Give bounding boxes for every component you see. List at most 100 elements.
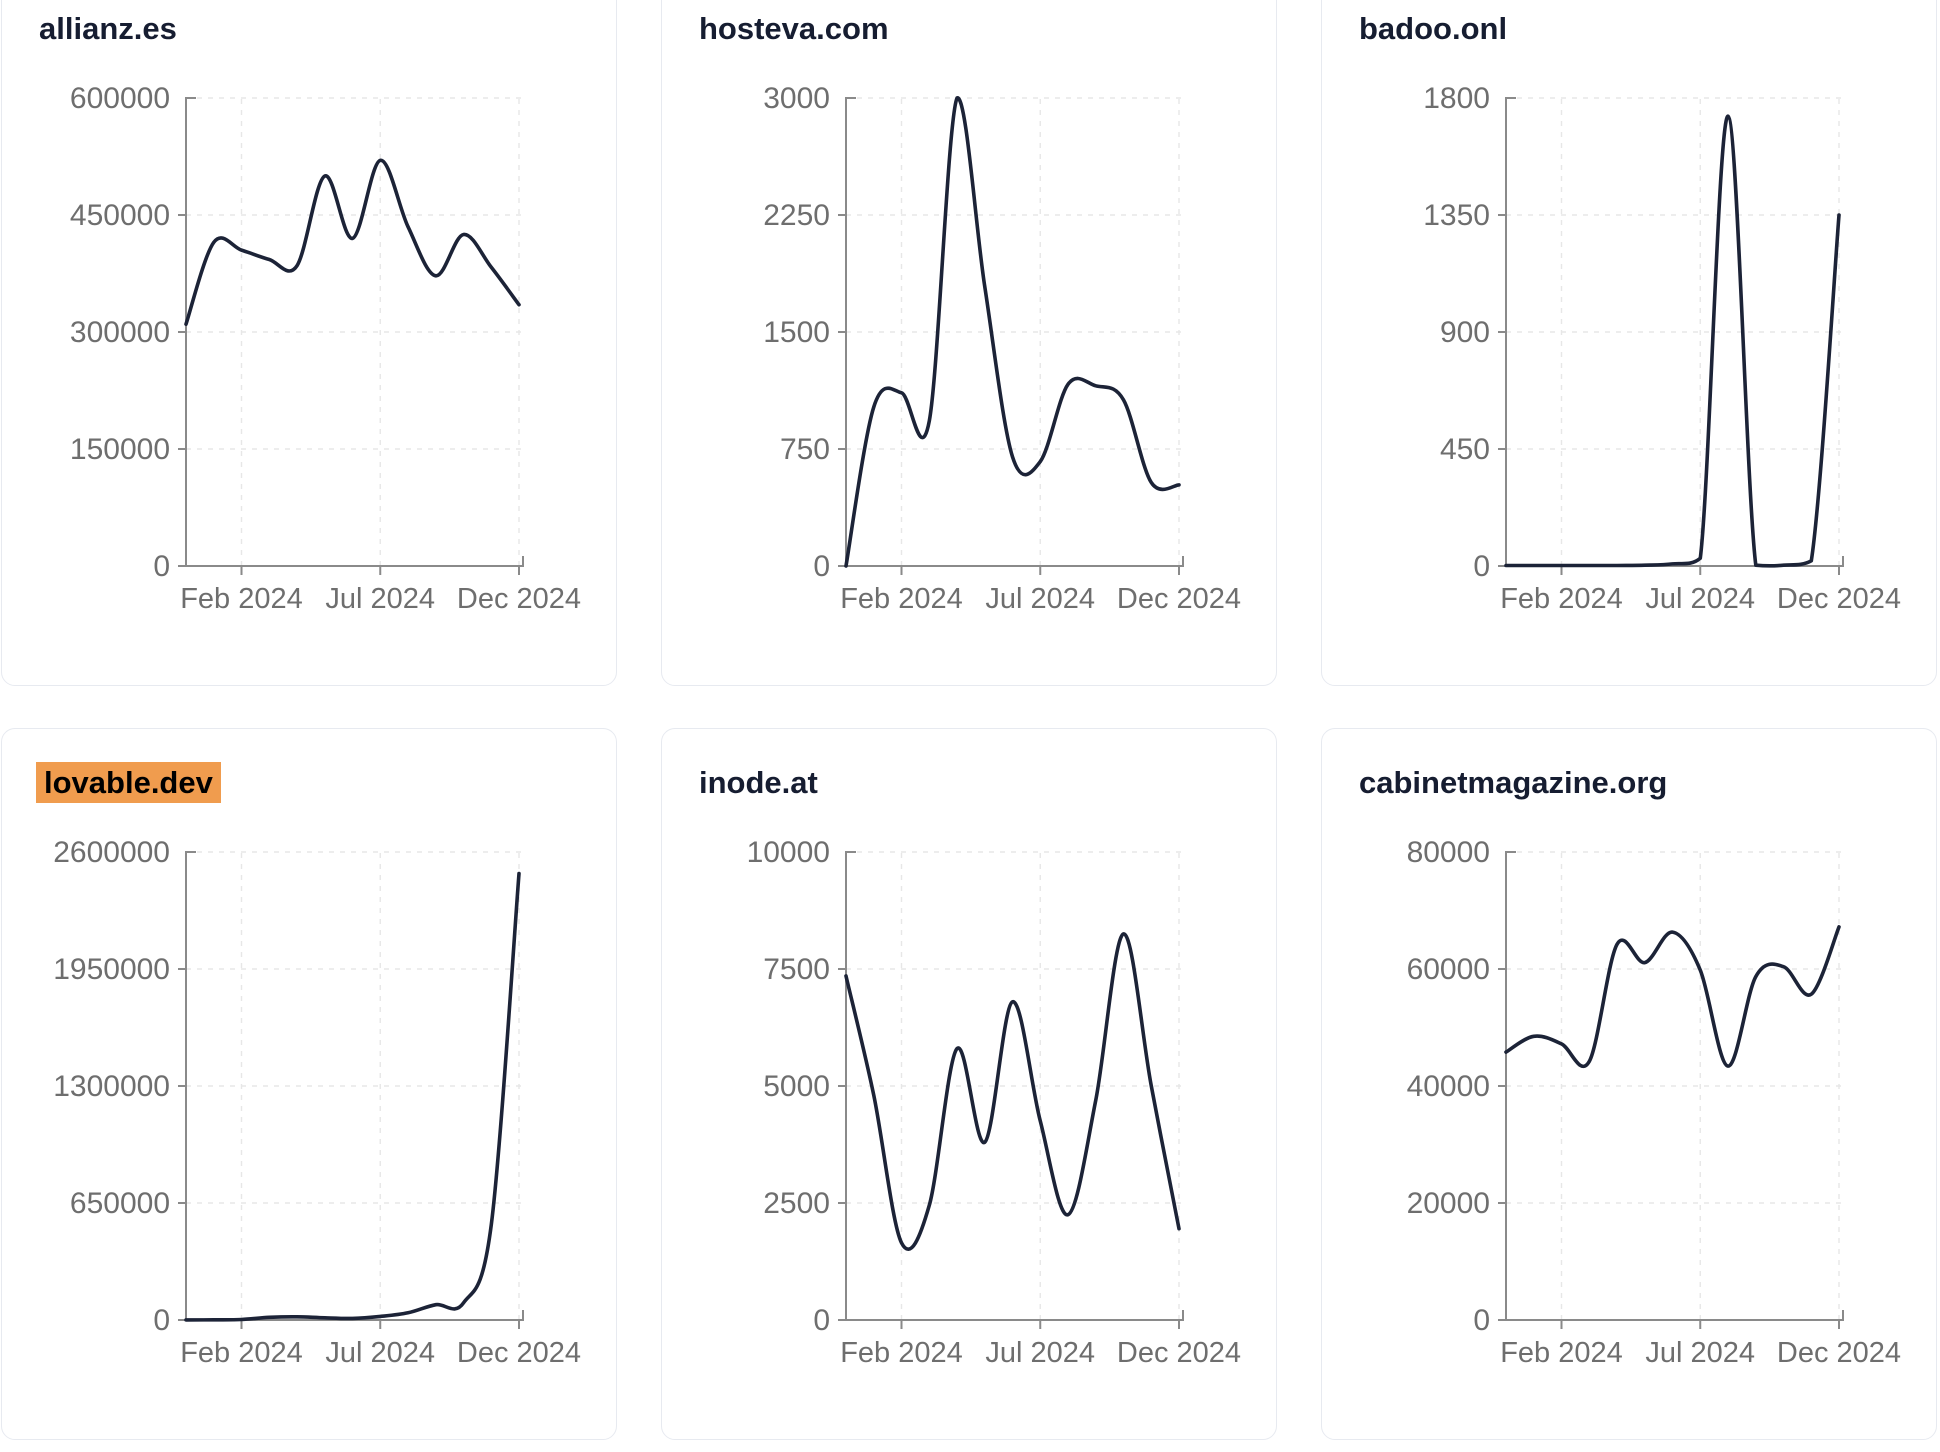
series-line bbox=[1504, 114, 1841, 568]
axes bbox=[1498, 851, 1844, 1329]
y-tick-label: 150000 bbox=[70, 433, 170, 466]
chart-title: cabinetmagazine.org bbox=[1356, 765, 1670, 801]
y-tick-label: 2500 bbox=[763, 1187, 830, 1220]
chart-title: lovable.dev bbox=[36, 762, 221, 803]
y-tick-label: 10000 bbox=[747, 836, 830, 869]
grid bbox=[846, 851, 1183, 1320]
y-tick-label: 1500 bbox=[763, 316, 830, 349]
x-axis bbox=[186, 1310, 524, 1321]
x-tick-label: Dec 2024 bbox=[457, 1337, 581, 1369]
x-tick-label: Jul 2024 bbox=[1645, 1337, 1755, 1369]
grid bbox=[186, 97, 523, 566]
x-tick-label: Feb 2024 bbox=[840, 1337, 963, 1369]
y-axis bbox=[185, 851, 196, 1320]
chart-title-text: hosteva.com bbox=[699, 11, 889, 46]
tick-labels: 0 650000 1300000 1950000 2600000 Feb 2024 Jul … bbox=[53, 836, 581, 1369]
y-tick-label: 1800 bbox=[1423, 82, 1490, 115]
y-tick-label: 450 bbox=[1440, 433, 1490, 466]
grid bbox=[1506, 97, 1843, 566]
grid bbox=[1506, 851, 1843, 1320]
line-chart-svg: 0 2500 5000 7500 10000 Feb 2024 Jul 2024 Dec 20… bbox=[747, 836, 1242, 1369]
y-tick-label: 0 bbox=[813, 550, 830, 583]
chart-card-cabinetmagazine-org: cabinetmagazine.org 0 20000 40000 60000 8000… bbox=[1321, 728, 1937, 1440]
x-tick-label: Feb 2024 bbox=[180, 1337, 303, 1369]
grid bbox=[186, 851, 523, 1320]
line-chart-svg: 0 150000 300000 450000 600000 Feb 2024 Jul 202… bbox=[70, 82, 581, 615]
line-chart-svg: 0 750 1500 2250 3000 Feb 2024 Jul 2024 Dec 2024 bbox=[763, 82, 1241, 615]
chart-card-allianz-es: allianz.es 0 150000 300000 450000 600000 Feb … bbox=[1, 0, 617, 686]
x-tick-label: Jul 2024 bbox=[1645, 583, 1755, 615]
x-axis bbox=[846, 1310, 1184, 1321]
line-chart-svg: 0 20000 40000 60000 80000 Feb 2024 Jul 2024 Dec… bbox=[1407, 836, 1902, 1369]
tick-labels: 0 450 900 1350 1800 Feb 2024 Jul 2024 Dec 2024 bbox=[1423, 82, 1901, 615]
y-tick-label: 600000 bbox=[70, 82, 170, 115]
y-tick-label: 80000 bbox=[1407, 836, 1490, 869]
chart-title-text: badoo.onl bbox=[1359, 11, 1508, 46]
chart-title: inode.at bbox=[696, 765, 821, 801]
tick-labels: 0 2500 5000 7500 10000 Feb 2024 Jul 2024 Dec 20… bbox=[747, 836, 1242, 1369]
y-tick-label: 1350 bbox=[1423, 199, 1490, 232]
line-chart: 0 150000 300000 450000 600000 Feb 2024 Jul 202… bbox=[2, 61, 618, 661]
line-chart: 0 650000 1300000 1950000 2600000 Feb 2024 Jul … bbox=[2, 815, 618, 1415]
y-tick-label: 2250 bbox=[763, 199, 830, 232]
chart-title-text: lovable.dev bbox=[36, 762, 221, 803]
chart-title-text: cabinetmagazine.org bbox=[1359, 765, 1668, 800]
tick-labels: 0 750 1500 2250 3000 Feb 2024 Jul 2024 Dec 2024 bbox=[763, 82, 1241, 615]
chart-title: badoo.onl bbox=[1356, 11, 1510, 47]
x-tick-label: Jul 2024 bbox=[325, 583, 435, 615]
x-axis bbox=[186, 556, 524, 567]
x-tick-label: Dec 2024 bbox=[1777, 583, 1901, 615]
y-tick-label: 0 bbox=[153, 550, 170, 583]
axes bbox=[838, 97, 1184, 575]
y-tick-label: 0 bbox=[153, 1304, 170, 1337]
y-tick-label: 0 bbox=[813, 1304, 830, 1337]
y-axis bbox=[185, 97, 196, 566]
y-tick-label: 2600000 bbox=[53, 836, 170, 869]
y-tick-label: 650000 bbox=[70, 1187, 170, 1220]
x-tick-label: Jul 2024 bbox=[985, 1337, 1095, 1369]
grid bbox=[846, 97, 1183, 566]
x-tick-label: Feb 2024 bbox=[180, 583, 303, 615]
axes bbox=[838, 851, 1184, 1329]
x-tick-label: Dec 2024 bbox=[1117, 583, 1241, 615]
chart-card-inode-at: inode.at 0 2500 5000 7500 10000 Feb 2024 Jul 2… bbox=[661, 728, 1277, 1440]
x-tick-label: Dec 2024 bbox=[457, 583, 581, 615]
chart-card-lovable-dev: lovable.dev 0 650000 1300000 1950000 2600000… bbox=[1, 728, 617, 1440]
chart-card-badoo-onl: badoo.onl 0 450 900 1350 1800 Feb 2024 Jul 202… bbox=[1321, 0, 1937, 686]
y-tick-label: 0 bbox=[1473, 1304, 1490, 1337]
y-tick-label: 40000 bbox=[1407, 1070, 1490, 1103]
tick-labels: 0 150000 300000 450000 600000 Feb 2024 Jul 202… bbox=[70, 82, 581, 615]
x-tick-label: Dec 2024 bbox=[1117, 1337, 1241, 1369]
line-chart: 0 20000 40000 60000 80000 Feb 2024 Jul 2024 Dec… bbox=[1322, 815, 1938, 1415]
y-tick-label: 5000 bbox=[763, 1070, 830, 1103]
series-line bbox=[844, 932, 1181, 1251]
y-axis bbox=[845, 97, 856, 566]
axes bbox=[178, 851, 524, 1329]
y-tick-label: 20000 bbox=[1407, 1187, 1490, 1220]
line-chart: 0 2500 5000 7500 10000 Feb 2024 Jul 2024 Dec 20… bbox=[662, 815, 1278, 1415]
y-axis bbox=[1505, 851, 1516, 1320]
y-tick-label: 750 bbox=[780, 433, 830, 466]
axes bbox=[178, 97, 524, 575]
line-chart: 0 450 900 1350 1800 Feb 2024 Jul 2024 Dec 2024 bbox=[1322, 61, 1938, 661]
series-line bbox=[184, 871, 521, 1322]
y-tick-label: 0 bbox=[1473, 550, 1490, 583]
x-axis bbox=[1506, 1310, 1844, 1321]
x-tick-label: Jul 2024 bbox=[325, 1337, 435, 1369]
x-tick-label: Feb 2024 bbox=[1500, 1337, 1623, 1369]
y-tick-label: 900 bbox=[1440, 316, 1490, 349]
chart-title: hosteva.com bbox=[696, 11, 892, 47]
chart-card-hosteva-com: hosteva.com 0 750 1500 2250 3000 Feb 2024 Jul … bbox=[661, 0, 1277, 686]
y-tick-label: 450000 bbox=[70, 199, 170, 232]
x-tick-label: Feb 2024 bbox=[1500, 583, 1623, 615]
x-tick-label: Jul 2024 bbox=[985, 583, 1095, 615]
y-axis bbox=[845, 851, 856, 1320]
series-line bbox=[1504, 925, 1841, 1069]
x-tick-label: Dec 2024 bbox=[1777, 1337, 1901, 1369]
line-chart: 0 750 1500 2250 3000 Feb 2024 Jul 2024 Dec 2024 bbox=[662, 61, 1278, 661]
y-tick-label: 1300000 bbox=[53, 1070, 170, 1103]
x-tick-label: Feb 2024 bbox=[840, 583, 963, 615]
y-axis bbox=[1505, 97, 1516, 566]
chart-title-text: inode.at bbox=[699, 765, 818, 800]
